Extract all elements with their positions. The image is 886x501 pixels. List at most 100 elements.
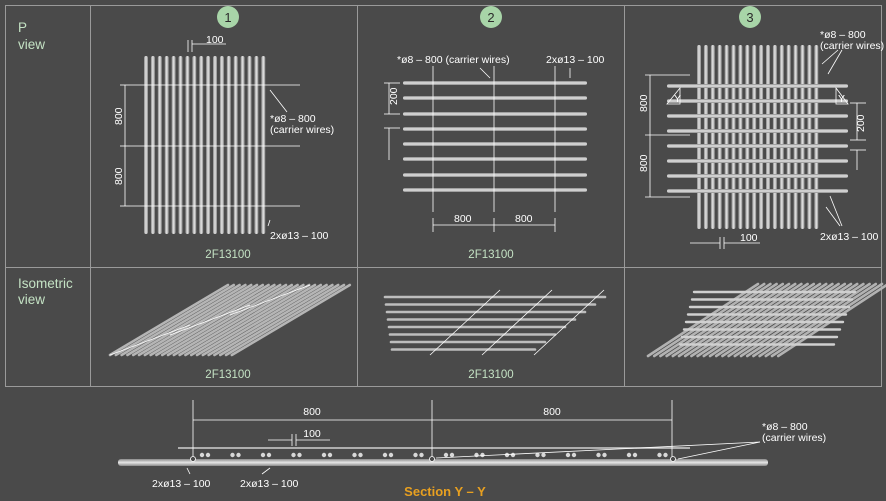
panel-1-dim-100: 100	[206, 34, 224, 46]
reinforcement-bar	[667, 174, 848, 178]
reinforcement-bar	[646, 282, 760, 358]
reinforcement-bar	[759, 45, 764, 229]
reinforcement-bar	[807, 45, 812, 229]
bar-section-dot	[504, 452, 510, 458]
bar-section-dot	[205, 452, 211, 458]
panel-1-iso-code: 2F13100	[205, 369, 250, 381]
reinforcement-bar	[710, 45, 715, 229]
bar-section-dot	[565, 452, 571, 458]
reinforcement-bar	[793, 45, 798, 229]
badge-number: 1	[224, 10, 231, 25]
panel-1-main-label: 2xø13 – 100	[270, 230, 329, 242]
reinforcement-bar	[178, 56, 183, 234]
carrier-wire	[533, 289, 605, 356]
reinforcement-bar	[218, 283, 340, 357]
bar-section-dot	[260, 452, 266, 458]
bar-section-dot	[199, 452, 205, 458]
panel-2-iso-code: 2F13100	[468, 369, 513, 381]
panel-1-code: 2F13100	[205, 249, 250, 261]
reinforcement-bar	[814, 45, 819, 229]
reinforcement-bar	[150, 56, 155, 234]
bar-section-dot	[510, 452, 516, 458]
reinforcement-bar	[403, 188, 587, 192]
reinforcement-bar	[185, 56, 190, 234]
section-carrier-label: *ø8 – 800 (carrier wires)	[762, 421, 826, 444]
column-badge-3: 3	[739, 6, 761, 28]
panel-2-horizontal-bars	[403, 81, 587, 192]
panel-3-main-label: 2xø13 – 100	[820, 231, 879, 243]
bar-section-dot	[657, 452, 662, 458]
reinforcement-bar	[652, 282, 766, 358]
panel-3-dim-800b: 800	[638, 154, 650, 172]
reinforcement-bar	[114, 283, 236, 357]
bar-section-dot	[480, 452, 485, 458]
panel-3-dim-100: 100	[740, 232, 758, 244]
reinforcement-bar	[800, 45, 805, 229]
bar-section-dot	[632, 452, 638, 458]
bar-section-dot	[352, 452, 357, 458]
reinforcement-bar	[667, 144, 848, 148]
bar-section-dot	[413, 452, 418, 458]
bar-section-dot	[358, 452, 363, 458]
reinforcement-bar	[108, 283, 230, 357]
panel-2-main-label: 2xø13 – 100	[546, 54, 605, 66]
reinforcement-bar	[199, 56, 204, 234]
panel-3-horizontal-bars	[667, 84, 848, 193]
bar-section-dot	[663, 452, 668, 458]
bar-section-dot	[382, 452, 388, 458]
reinforcement-bar	[233, 56, 238, 234]
reinforcement-bar	[157, 56, 162, 234]
reinforcement-bar	[160, 283, 282, 357]
panel-2-dim-200: 200	[388, 87, 400, 105]
badge-number: 3	[746, 10, 753, 25]
reinforcement-bar	[155, 283, 276, 357]
reinforcement-bar	[731, 45, 736, 229]
section-dim-800b: 800	[543, 406, 561, 418]
panel-3-isometric	[646, 282, 886, 358]
panel-1-vertical-bars	[144, 56, 266, 234]
section-left-label-2: 2xø13 – 100	[240, 478, 299, 490]
reinforcement-bar	[667, 129, 848, 133]
carrier-wire	[229, 284, 311, 316]
row-label-isometric: Isometric view	[18, 276, 73, 307]
reinforcement-bar	[137, 283, 259, 357]
reinforcement-bar	[403, 112, 587, 116]
bar-section-dot	[321, 452, 327, 458]
panel-1-carrier-label: *ø8 – 800 (carrier wires)	[270, 113, 334, 136]
panel-1-dimensions	[120, 40, 288, 227]
reinforcement-bar	[131, 283, 253, 357]
bar-section-dot	[266, 452, 272, 458]
section-left-label-1: 2xø13 – 100	[152, 478, 211, 490]
column-badge-2: 2	[480, 6, 502, 28]
reinforcement-bar	[724, 45, 729, 229]
reinforcement-bar	[126, 283, 247, 357]
reinforcement-bar	[166, 283, 288, 357]
bar-section-dot	[236, 452, 241, 458]
reinforcement-bar	[403, 127, 587, 131]
reinforcement-bar	[772, 45, 777, 229]
panel-3-dimensions	[645, 49, 866, 249]
reinforcement-bar	[240, 56, 245, 234]
bar-section-dot	[291, 452, 296, 458]
carrier-wire	[109, 324, 191, 356]
reinforcement-bar	[224, 283, 346, 357]
carrier-wire	[481, 289, 553, 356]
panel-2-dimensions	[384, 67, 571, 232]
bar-section-dot	[230, 452, 235, 458]
section-title: Section Y – Y	[404, 484, 486, 499]
bar-section-dot	[327, 452, 333, 458]
reinforcement-bar	[738, 45, 743, 229]
bar-section-dot	[419, 452, 424, 458]
reinforcement-bar	[254, 56, 259, 234]
reinforcement-bar	[667, 99, 848, 103]
reinforcement-bar	[219, 56, 224, 234]
reinforcement-bar	[213, 283, 334, 357]
reinforcement-bar	[189, 283, 311, 357]
reinforcement-bar	[207, 283, 328, 357]
bar-section-dot	[541, 452, 546, 458]
reinforcement-bar	[171, 56, 176, 234]
reinforcement-bar	[201, 283, 323, 357]
panel-2-isometric	[383, 289, 607, 356]
bar-section-dot	[596, 452, 601, 458]
